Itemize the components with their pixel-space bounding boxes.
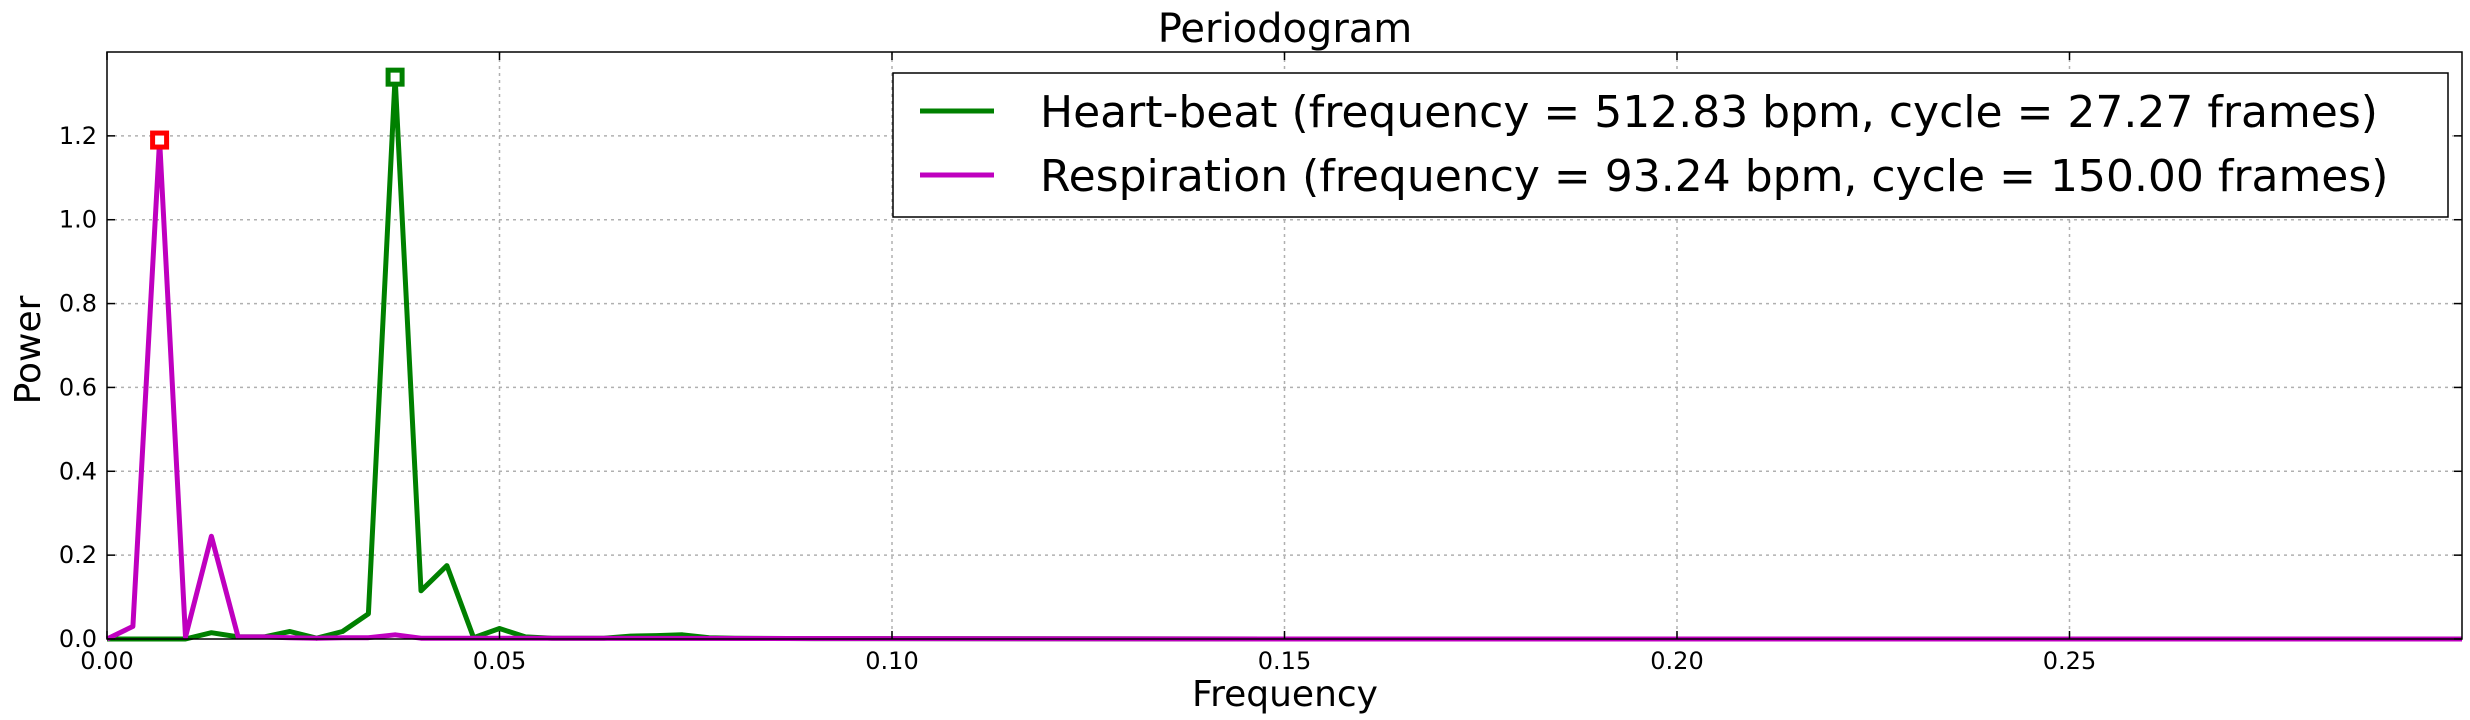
legend-label-respiration: Respiration (frequency = 93.24 bpm, cycl… bbox=[1040, 151, 2388, 202]
peak-marker-heart-beat bbox=[385, 67, 405, 87]
x-tick-label: 0.10 bbox=[865, 647, 918, 675]
legend: Heart-beat (frequency = 512.83 bpm, cycl… bbox=[892, 72, 2449, 218]
x-tick-label: 0.20 bbox=[1650, 647, 1703, 675]
y-tick-label: 0.4 bbox=[59, 457, 97, 485]
x-tick-label: 0.15 bbox=[1258, 647, 1311, 675]
y-tick-label: 0.0 bbox=[59, 625, 97, 653]
y-axis-ticks: 0.0 0.2 0.4 0.6 0.8 1.0 1.2 bbox=[59, 122, 2462, 653]
y-tick-label: 1.2 bbox=[59, 122, 97, 150]
x-axis-label: Frequency bbox=[1192, 674, 1378, 715]
y-tick-label: 1.0 bbox=[59, 206, 97, 234]
x-axis-ticks: 0.00 0.05 0.10 0.15 0.20 0.25 bbox=[80, 52, 2096, 675]
y-tick-label: 0.8 bbox=[59, 290, 97, 318]
chart-title: Periodogram bbox=[1158, 6, 1413, 52]
x-tick-label: 0.25 bbox=[2043, 647, 2096, 675]
y-axis-label: Power bbox=[8, 295, 49, 404]
peak-marker-respiration bbox=[150, 130, 170, 150]
x-tick-label: 0.00 bbox=[80, 647, 133, 675]
legend-label-heart-beat: Heart-beat (frequency = 512.83 bpm, cycl… bbox=[1040, 87, 2378, 138]
legend-box bbox=[892, 72, 2449, 218]
x-tick-label: 0.05 bbox=[473, 647, 526, 675]
y-tick-label: 0.6 bbox=[59, 373, 97, 401]
y-tick-label: 0.2 bbox=[59, 541, 97, 569]
